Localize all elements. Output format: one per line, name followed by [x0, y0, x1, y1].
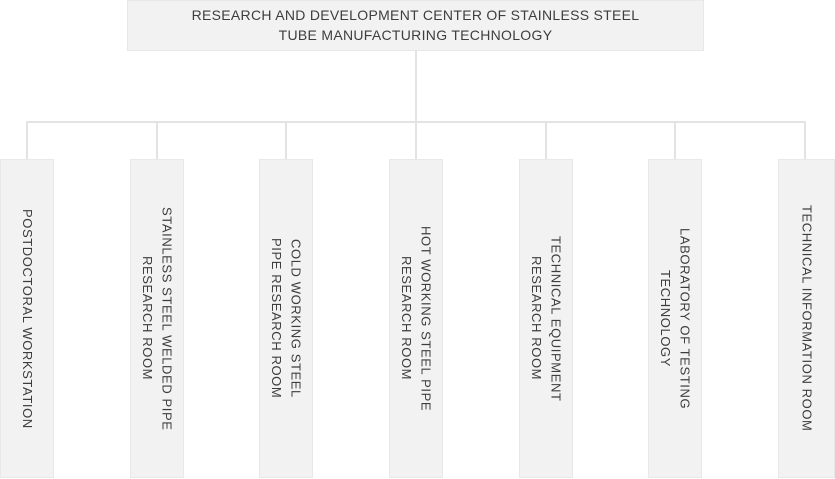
connector-stub — [285, 121, 287, 159]
dept-node-label: TECHNICAL INFORMATION ROOM — [799, 205, 815, 432]
connector-stub — [415, 121, 417, 159]
dept-node-postdoctoral-workstation: POSTDOCTORAL WORKSTATION — [0, 159, 54, 478]
connector-stub — [804, 121, 806, 159]
connector-stub — [545, 121, 547, 159]
dept-node-technical-information-room: TECHNICAL INFORMATION ROOM — [778, 159, 835, 478]
dept-node-stainless-steel-welded-pipe-research-room: STAINLESS STEEL WELDED PIPE RESEARCH ROO… — [130, 159, 184, 478]
connector-stub — [674, 121, 676, 159]
connector-trunk — [415, 51, 417, 123]
dept-node-label: STAINLESS STEEL WELDED PIPE RESEARCH ROO… — [140, 206, 175, 431]
dept-node-label: HOT WORKING STEEL PIPE RESEARCH ROOM — [399, 225, 434, 412]
dept-node-hot-working-steel-pipe-research-room: HOT WORKING STEEL PIPE RESEARCH ROOM — [389, 159, 443, 478]
dept-node-label: LABORATORY OF TESTING TECHNOLOGY — [658, 227, 693, 410]
dept-node-cold-working-steel-pipe-research-room: COLD WORKING STEEL PIPE RESEARCH ROOM — [259, 159, 313, 478]
dept-node-label: COLD WORKING STEEL PIPE RESEARCH ROOM — [269, 238, 304, 399]
dept-node-laboratory-of-testing-technology: LABORATORY OF TESTING TECHNOLOGY — [648, 159, 702, 478]
connector-stub — [156, 121, 158, 159]
dept-node-label: POSTDOCTORAL WORKSTATION — [19, 208, 35, 429]
root-node: RESEARCH AND DEVELOPMENT CENTER OF STAIN… — [127, 0, 704, 51]
root-node-title: RESEARCH AND DEVELOPMENT CENTER OF STAIN… — [191, 6, 640, 43]
connector-stub — [26, 121, 28, 159]
dept-node-label: TECHNICAL EQUIPMENT RESEARCH ROOM — [529, 235, 564, 402]
dept-node-technical-equipment-research-room: TECHNICAL EQUIPMENT RESEARCH ROOM — [519, 159, 573, 478]
